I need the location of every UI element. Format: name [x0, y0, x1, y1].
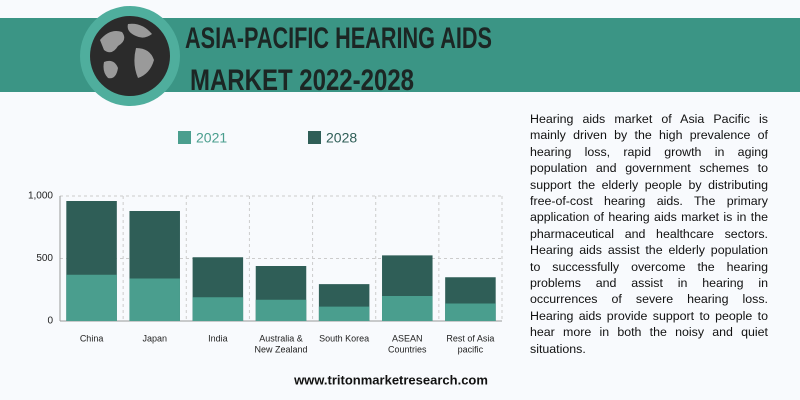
x-tick-label: New Zealand — [254, 344, 307, 354]
description: Hearing aids market of Asia Pacific is m… — [530, 112, 768, 356]
x-tick-label: India — [208, 333, 228, 343]
x-tick-label: ASEAN — [392, 333, 423, 343]
legend-swatch — [308, 131, 321, 144]
x-tick-label: South Korea — [319, 333, 369, 343]
x-tick-label: Japan — [142, 333, 167, 343]
x-tick-label: Australia & — [259, 333, 303, 343]
x-tick-label: Rest of Asia — [446, 333, 494, 343]
x-tick-label: pacific — [458, 344, 484, 354]
legend-swatch — [178, 131, 191, 144]
title-line: MARKET 2022-2028 — [190, 64, 414, 97]
bar — [129, 278, 180, 321]
bar — [66, 274, 117, 321]
continents — [100, 23, 154, 79]
bar — [192, 297, 244, 321]
x-tick-label: Countries — [388, 344, 427, 354]
y-tick-label: 1,000 — [28, 191, 53, 202]
footer: www.tritonmarketresearch.com — [293, 372, 488, 387]
y-tick-label: 500 — [36, 253, 53, 264]
y-tick-label: 0 — [47, 316, 53, 327]
x-tick-label: China — [80, 333, 104, 343]
legend-label: 2028 — [326, 130, 357, 146]
bar — [255, 299, 307, 321]
bar — [382, 296, 433, 321]
title-line: ASIA-PACIFIC HEARING AIDS — [185, 22, 492, 55]
legend-label: 2021 — [196, 130, 227, 146]
bar — [318, 306, 370, 321]
bar — [445, 303, 496, 321]
